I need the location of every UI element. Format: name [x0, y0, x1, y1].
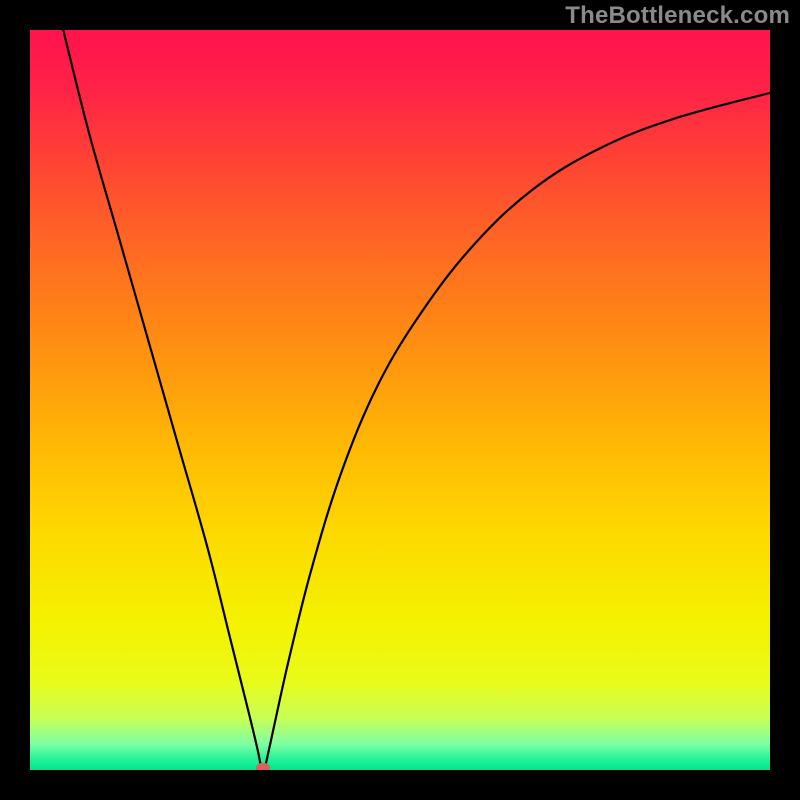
bottleneck-chart	[0, 0, 800, 800]
watermark-text: TheBottleneck.com	[565, 2, 790, 30]
chart-container: TheBottleneck.com	[0, 0, 800, 800]
plot-background	[30, 30, 770, 770]
